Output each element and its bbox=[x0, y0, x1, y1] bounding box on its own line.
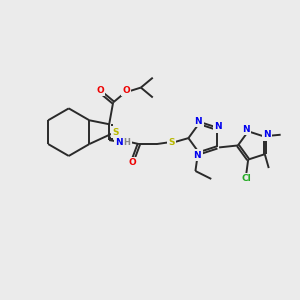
Text: N: N bbox=[194, 151, 201, 160]
Text: S: S bbox=[168, 138, 175, 147]
Text: N: N bbox=[195, 117, 202, 126]
Text: Cl: Cl bbox=[241, 174, 251, 183]
Text: N: N bbox=[214, 122, 222, 131]
Text: N: N bbox=[115, 138, 123, 147]
Text: H: H bbox=[124, 138, 130, 147]
Text: N: N bbox=[242, 125, 250, 134]
Text: N: N bbox=[263, 130, 271, 139]
Text: O: O bbox=[122, 86, 130, 95]
Text: O: O bbox=[128, 158, 136, 167]
Text: S: S bbox=[113, 128, 119, 137]
Text: O: O bbox=[96, 86, 104, 95]
